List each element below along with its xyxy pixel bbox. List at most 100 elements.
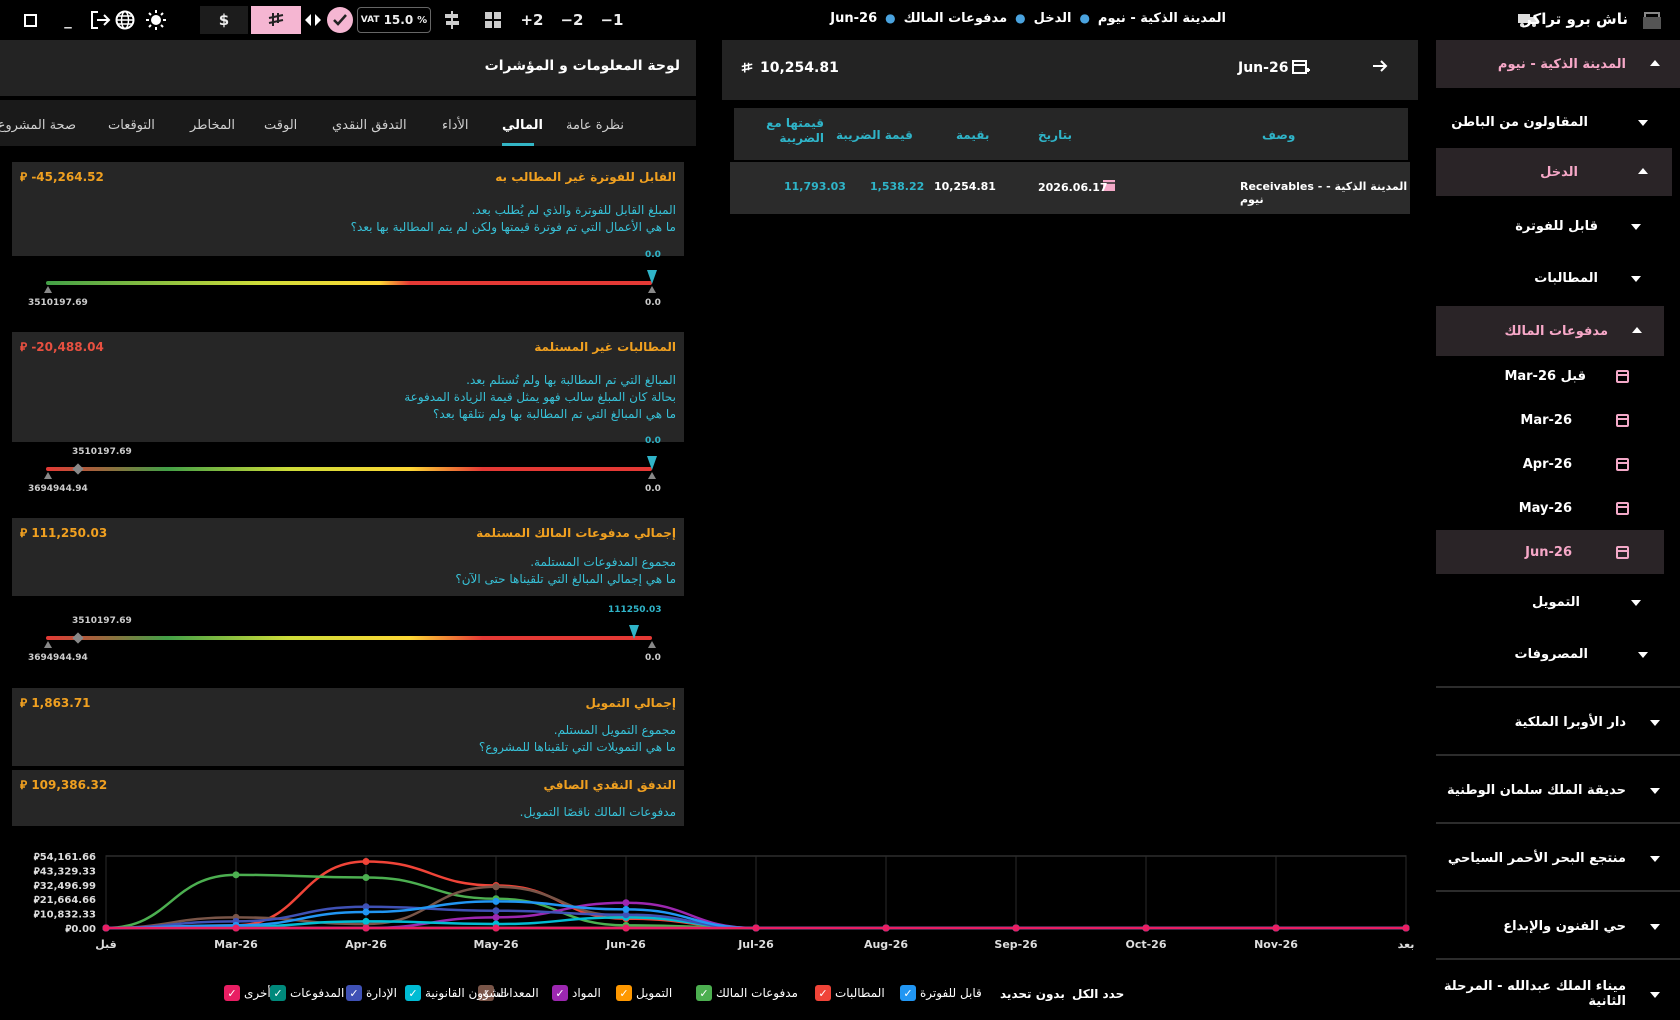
- column-description[interactable]: وصف: [1262, 128, 1296, 142]
- sidebar-month-0[interactable]: قبل Mar-26: [1436, 354, 1664, 398]
- chevron-down-icon[interactable]: [1650, 720, 1660, 726]
- sidebar-project-4[interactable]: حي الفنون والإبداع: [1436, 902, 1680, 950]
- tab-cashflow[interactable]: التدفق النقدي: [332, 118, 407, 133]
- legend-item[interactable]: ✓ الإدارة: [346, 985, 397, 1001]
- tab-forecasts[interactable]: التوقعات: [108, 118, 155, 133]
- legend-item[interactable]: ✓ المطالبات: [815, 985, 885, 1001]
- column-tax[interactable]: قيمة الضريبة: [836, 128, 913, 142]
- step-minus-two-button[interactable]: −2: [560, 11, 584, 29]
- chevron-down-icon[interactable]: [1631, 224, 1641, 230]
- direction-toggle-icon[interactable]: [302, 6, 324, 34]
- tab-performance[interactable]: الأداء: [442, 118, 469, 133]
- tab-project-health[interactable]: صحة المشروع: [0, 118, 76, 133]
- checkbox-icon[interactable]: ✓: [552, 985, 568, 1001]
- chevron-up-icon[interactable]: [1638, 168, 1648, 174]
- sidebar-item-label: المقاولون من الباطن: [1451, 114, 1588, 130]
- sidebar-month-3[interactable]: May-26: [1436, 486, 1664, 530]
- y-tick-label: ⃁54,161.66: [34, 852, 96, 863]
- checkbox-icon[interactable]: ✓: [270, 985, 286, 1001]
- globe-icon[interactable]: [114, 6, 136, 34]
- data-point: [362, 858, 370, 866]
- sidebar-item-label: قابل للفوترة: [1515, 218, 1598, 234]
- riyal-currency-button[interactable]: [251, 6, 301, 34]
- breadcrumb-owner-payments[interactable]: مدفوعات المالك: [903, 11, 1008, 26]
- sidebar-item-label: الدخل: [1540, 164, 1578, 180]
- sidebar-item-subcontractors[interactable]: المقاولون من الباطن: [1436, 98, 1680, 146]
- chevron-down-icon[interactable]: [1638, 120, 1648, 126]
- tab-risks[interactable]: المخاطر: [190, 118, 235, 133]
- chevron-down-icon[interactable]: [1650, 924, 1660, 930]
- gauge-current-marker: [629, 625, 639, 639]
- tab-time[interactable]: الوقت: [264, 118, 298, 133]
- sidebar-item-billable[interactable]: قابل للفوترة: [1436, 202, 1672, 250]
- breadcrumb-period[interactable]: Jun-26: [830, 11, 878, 26]
- column-total-with-tax[interactable]: قيمتها مع الضريبة: [766, 116, 824, 145]
- sidebar-item-claims[interactable]: المطالبات: [1436, 254, 1672, 302]
- signpost-icon[interactable]: [442, 6, 462, 34]
- sidebar-project-3[interactable]: منتجع البحر الأحمر السياحي: [1436, 834, 1680, 882]
- logout-icon[interactable]: [88, 6, 112, 34]
- sidebar-month-4[interactable]: Jun-26: [1436, 530, 1664, 574]
- tab-overview[interactable]: نظرة عامة: [566, 118, 625, 133]
- kpi-title: المطالبات غير المستلمة: [534, 340, 676, 354]
- table-row[interactable]: Receivables - المدينة الذكية - نيوم 2026…: [730, 162, 1410, 214]
- tab-financial[interactable]: المالي: [502, 118, 543, 133]
- chevron-up-icon[interactable]: [1632, 327, 1642, 333]
- legend-item[interactable]: ✓ مدفوعات المالك: [696, 985, 798, 1001]
- chevron-down-icon[interactable]: [1650, 788, 1660, 794]
- checkbox-icon[interactable]: ✓: [616, 985, 632, 1001]
- checkbox-icon[interactable]: ✓: [346, 985, 362, 1001]
- chevron-up-icon[interactable]: [1650, 60, 1660, 66]
- arrow-right-icon[interactable]: [1372, 58, 1388, 78]
- confirm-check-button[interactable]: [327, 7, 353, 33]
- stop-icon[interactable]: [20, 6, 40, 34]
- dashboard-grid-icon[interactable]: [482, 6, 504, 34]
- sidebar-item-owner-payments[interactable]: مدفوعات المالك: [1436, 306, 1664, 356]
- sidebar-item-project[interactable]: المدينة الذكية - نيوم: [1436, 40, 1680, 88]
- legend-item[interactable]: ✓ أخرى: [224, 985, 271, 1001]
- chart-legend: حدد الكل بدون تحديد ✓ قابل للفوترة ✓ المطال…: [224, 985, 1410, 1005]
- breadcrumb-income[interactable]: الدخل: [1033, 11, 1072, 26]
- legend-item[interactable]: ✓ قابل للفوترة: [900, 985, 982, 1001]
- legend-item[interactable]: ✓ المدفوعات: [270, 985, 344, 1001]
- column-date[interactable]: بتاريخ: [1038, 128, 1072, 142]
- chevron-down-icon[interactable]: [1631, 276, 1641, 282]
- sidebar-month-1[interactable]: Mar-26: [1436, 398, 1664, 442]
- chevron-down-icon[interactable]: [1638, 652, 1648, 658]
- add-calendar-icon[interactable]: [1292, 58, 1310, 80]
- chevron-down-icon[interactable]: [1650, 992, 1660, 998]
- checkbox-icon[interactable]: ✓: [900, 985, 916, 1001]
- step-plus-two-button[interactable]: +2: [520, 11, 544, 29]
- sidebar-month-2[interactable]: Apr-26: [1436, 442, 1664, 486]
- checkbox-icon[interactable]: ✓: [224, 985, 240, 1001]
- step-minus-one-button[interactable]: −1: [600, 11, 624, 29]
- deselect-all-button[interactable]: بدون تحديد: [1000, 987, 1065, 1001]
- sidebar-item-label: التمويل: [1532, 594, 1580, 610]
- legend-item[interactable]: ✓ التمويل: [616, 985, 672, 1001]
- vat-field[interactable]: VAT 15.0 %: [357, 7, 431, 33]
- checkbox-icon[interactable]: ✓: [815, 985, 831, 1001]
- checkbox-icon[interactable]: ✓: [405, 985, 421, 1001]
- column-amount[interactable]: بقيمة: [956, 128, 990, 142]
- legend-label: مدفوعات المالك: [716, 986, 798, 1000]
- sidebar-item-income[interactable]: الدخل: [1436, 148, 1672, 196]
- chevron-down-icon[interactable]: [1650, 856, 1660, 862]
- legend-item[interactable]: ✓ المعدات: [478, 985, 539, 1001]
- dollar-currency-button[interactable]: $: [200, 6, 248, 34]
- legend-item[interactable]: ✓ الشؤون القانونية: [405, 985, 507, 1001]
- chevron-down-icon[interactable]: [1631, 600, 1641, 606]
- kpi-title: القابل للفوترة غير المطالب به: [495, 170, 676, 184]
- sidebar-project-5[interactable]: ميناء الملك عبدالله - المرحلة الثانية: [1436, 970, 1680, 1018]
- minimize-icon[interactable]: _: [64, 11, 72, 29]
- sidebar-project-2[interactable]: حديقة الملك سلمان الوطنية: [1436, 766, 1680, 814]
- legend-item[interactable]: ✓ المواد: [552, 985, 601, 1001]
- checkbox-icon[interactable]: ✓: [478, 985, 494, 1001]
- select-all-button[interactable]: حدد الكل: [1072, 987, 1125, 1001]
- sidebar-item-expenses[interactable]: المصروفات: [1436, 630, 1680, 678]
- sidebar-project-1[interactable]: دار الأوبرا الملكية: [1436, 698, 1680, 746]
- riyal-icon: ⃁: [20, 340, 32, 354]
- checkbox-icon[interactable]: ✓: [696, 985, 712, 1001]
- sun-icon[interactable]: [144, 6, 168, 34]
- sidebar-item-financing[interactable]: التمويل: [1436, 578, 1672, 626]
- breadcrumb-project[interactable]: المدينة الذكية - نيوم: [1097, 11, 1226, 26]
